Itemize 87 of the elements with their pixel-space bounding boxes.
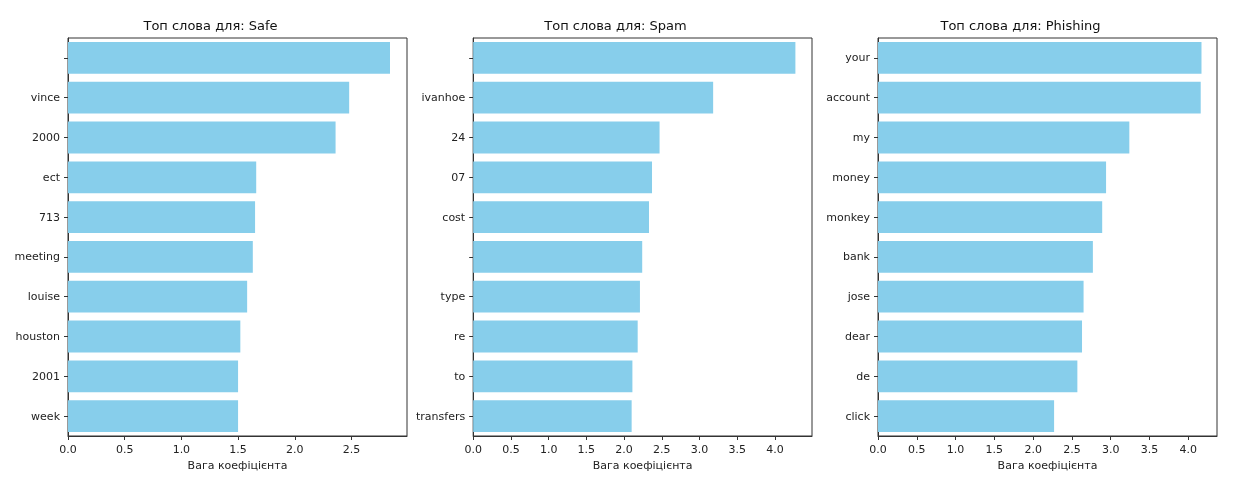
x-tick-label: 2.5 <box>653 443 671 456</box>
chart-title: Топ слова для: Safe <box>142 18 278 33</box>
x-tick-label: 1.5 <box>985 443 1004 456</box>
y-tick-label: de <box>856 369 871 383</box>
x-tick-label: 0.0 <box>869 443 887 456</box>
bar <box>68 280 248 313</box>
y-tick-label: houston <box>15 330 61 343</box>
bar <box>68 201 256 234</box>
bar <box>473 320 638 353</box>
y-tick-label: cost <box>442 210 466 224</box>
y-tick-label: dear <box>844 330 871 343</box>
y-tick-label: money <box>832 170 871 184</box>
bar <box>473 280 640 313</box>
x-tick-label: 0.0 <box>59 443 77 456</box>
x-tick-label: 2.0 <box>1024 443 1042 456</box>
y-tick-label: 2001 <box>32 369 60 383</box>
x-tick-label: 0.0 <box>464 443 482 456</box>
x-tick-label: 0.5 <box>115 443 134 456</box>
x-tick-label: 1.5 <box>577 443 596 456</box>
x-tick-label: 4.0 <box>766 443 784 456</box>
bar <box>878 201 1103 234</box>
bar <box>473 81 714 114</box>
x-tick-label: 1.0 <box>539 443 558 456</box>
bar <box>473 121 660 154</box>
chart-title: Топ слова для: Phishing <box>939 18 1101 33</box>
y-tick-label: transfers <box>415 409 466 423</box>
x-tick-label: 3.5 <box>1140 443 1159 456</box>
y-tick-label: vince <box>30 91 61 105</box>
bar <box>878 400 1055 433</box>
bar <box>473 400 632 433</box>
y-tick-label: account <box>826 91 871 105</box>
bar <box>878 320 1083 353</box>
y-tick-label: type <box>440 290 466 304</box>
y-tick-label: 07 <box>451 170 466 184</box>
bar <box>68 81 350 114</box>
x-tick-label: 1.0 <box>946 443 965 456</box>
bar <box>878 240 1093 273</box>
x-tick-label: 2.0 <box>286 443 304 456</box>
y-tick-label: 713 <box>39 210 60 224</box>
bar <box>473 240 643 273</box>
bar <box>68 320 241 353</box>
x-tick-label: 1.0 <box>172 443 191 456</box>
y-tick-label: to <box>454 369 466 383</box>
y-tick-label: re <box>454 330 466 343</box>
x-tick-label: 4.0 <box>1179 443 1198 456</box>
y-tick-label: meeting <box>14 250 60 264</box>
y-tick-label: louise <box>27 290 61 304</box>
y-tick-label: 24 <box>451 131 466 144</box>
x-tick-label: 0.5 <box>908 443 926 456</box>
bar <box>473 161 653 194</box>
bar <box>68 161 257 194</box>
bar <box>473 41 796 74</box>
bar <box>473 201 649 234</box>
y-tick-label: my <box>852 131 871 144</box>
chart-title: Топ слова для: Spam <box>543 18 687 33</box>
bar <box>878 280 1084 313</box>
y-tick-label: ivanhoe <box>421 91 466 105</box>
bar <box>68 121 336 154</box>
bar <box>68 400 239 433</box>
x-tick-label: 0.5 <box>502 443 520 456</box>
x-tick-label: 2.5 <box>342 443 361 456</box>
x-tick-label: 3.0 <box>1101 443 1120 456</box>
bar <box>878 81 1201 114</box>
bar <box>878 121 1130 154</box>
y-tick-label: 2000 <box>32 131 60 144</box>
bar <box>878 41 1202 74</box>
bar <box>68 360 239 393</box>
bar <box>878 161 1107 194</box>
x-tick-label: 2.0 <box>615 443 633 456</box>
y-tick-label: jose <box>846 290 871 304</box>
x-tick-label: 2.5 <box>1063 443 1081 456</box>
bar <box>473 360 633 393</box>
x-tick-label: 1.5 <box>229 443 247 456</box>
y-tick-label: bank <box>842 250 871 264</box>
y-tick-label: your <box>845 51 871 65</box>
y-tick-label: click <box>845 409 871 423</box>
bar <box>68 240 253 273</box>
x-axis-title: Вага коефіцієнта <box>187 459 288 472</box>
y-tick-label: week <box>31 409 61 423</box>
x-axis-title: Вага коефіцієнта <box>997 459 1098 472</box>
y-tick-label: monkey <box>826 210 871 224</box>
x-tick-label: 3.5 <box>728 443 747 456</box>
x-tick-label: 3.0 <box>690 443 709 456</box>
bar <box>878 360 1078 393</box>
y-tick-label: ect <box>42 170 61 184</box>
x-axis-title: Вага коефіцієнта <box>592 459 693 472</box>
bar <box>68 41 390 74</box>
